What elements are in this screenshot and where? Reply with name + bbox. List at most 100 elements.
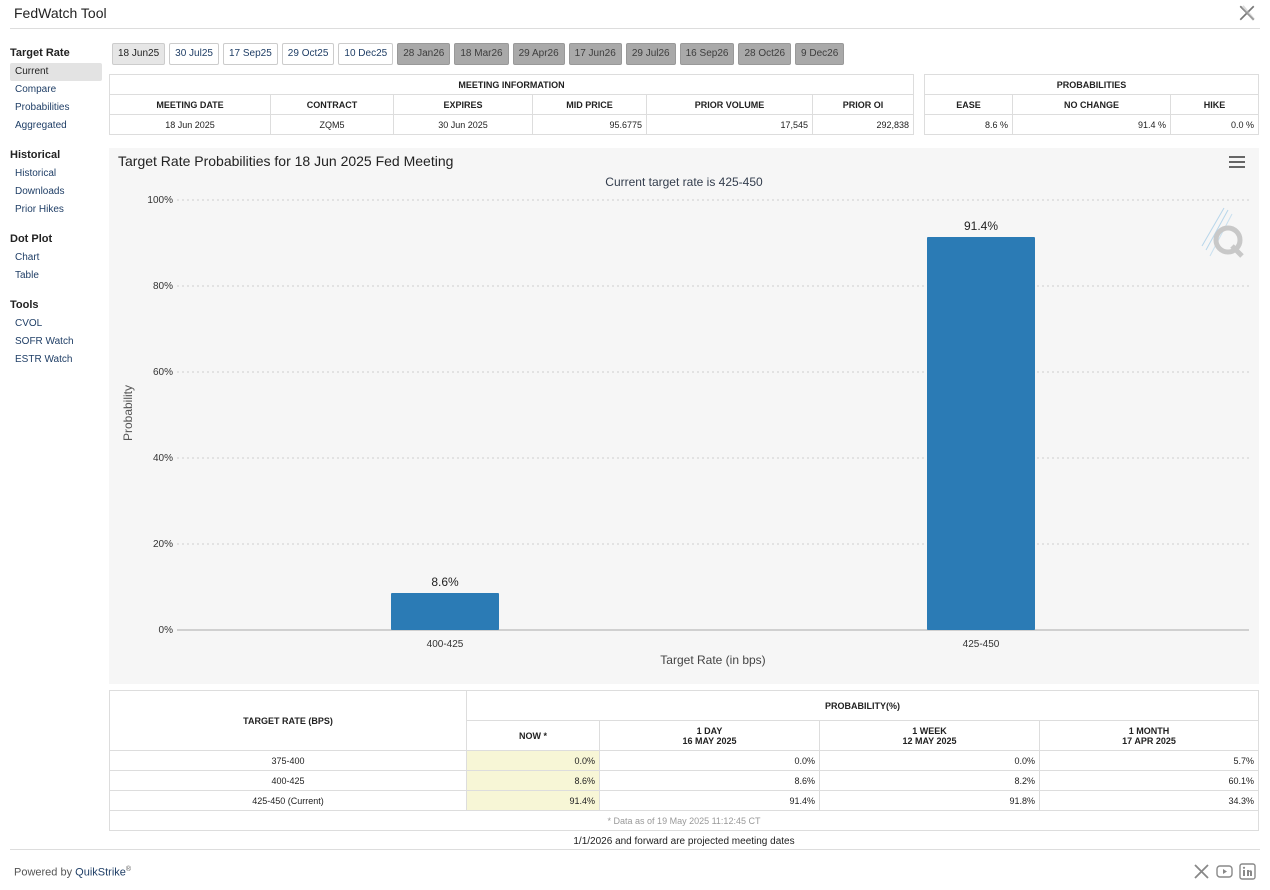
youtube-icon[interactable]	[1216, 863, 1233, 880]
bar	[391, 593, 499, 630]
tab-meeting-projected[interactable]: 9 Dec26	[795, 43, 845, 65]
sidebar-section-historical: Historical	[10, 149, 61, 161]
tab-meeting-projected[interactable]: 16 Sep26	[679, 43, 735, 65]
hamburger-menu-icon[interactable]	[1229, 156, 1245, 170]
table-row: 8.6 % 91.4 % 0.0 %	[924, 114, 1259, 135]
target-rate-header: TARGET RATE (BPS)	[109, 690, 467, 751]
table-row: 425-450 (Current) 91.4% 91.4% 91.8% 34.3…	[109, 790, 1259, 811]
prob-1day-cell: 8.6%	[599, 770, 820, 791]
prob-1week-cell: 91.8%	[819, 790, 1040, 811]
data-label: 8.6%	[431, 575, 459, 589]
x-icon[interactable]	[1193, 863, 1210, 880]
tab-meeting-projected[interactable]: 18 Mar26	[454, 43, 509, 65]
column-header: HIKE	[1170, 94, 1259, 115]
sidebar-item-current[interactable]: Current	[10, 63, 102, 81]
column-header: PRIOR VOLUME	[646, 94, 813, 115]
tab-meeting-projected[interactable]: 28 Jan26	[397, 43, 451, 65]
y-tick-label: 40%	[153, 453, 173, 464]
meeting-date-cell: 18 Jun 2025	[109, 114, 271, 135]
sidebar-section-target-rate: Target Rate	[10, 47, 70, 59]
prior-volume-cell: 17,545	[646, 114, 813, 135]
tab-meeting-projected[interactable]: 17 Jun26	[568, 43, 622, 65]
tab-meeting[interactable]: 30 Jul25	[169, 43, 219, 65]
column-header: NO CHANGE	[1012, 94, 1171, 115]
tab-meeting-projected[interactable]: 29 Jul26	[625, 43, 676, 65]
sidebar-item-historical[interactable]: Historical	[15, 168, 57, 179]
linkedin-icon[interactable]	[1239, 863, 1256, 880]
probabilities-table: PROBABILITIES EASE NO CHANGE HIKE 8.6 % …	[924, 74, 1259, 135]
sidebar-item-sofr-watch[interactable]: SOFR Watch	[15, 336, 74, 347]
sidebar-item-probabilities[interactable]: Probabilities	[15, 102, 70, 113]
sidebar-item-estr-watch[interactable]: ESTR Watch	[15, 354, 73, 365]
table-row: 375-400 0.0% 0.0% 0.0% 5.7%	[109, 750, 1259, 771]
chart-panel: Target Rate Probabilities for 18 Jun 202…	[109, 148, 1259, 684]
x-tick-label: 400-425	[427, 639, 464, 650]
x-logo-icon[interactable]	[1238, 4, 1256, 22]
sidebar-item-chart[interactable]: Chart	[15, 252, 40, 263]
expires-cell: 30 Jun 2025	[393, 114, 533, 135]
column-header: MID PRICE	[532, 94, 647, 115]
rate-probability-table: TARGET RATE (BPS) PROBABILITY(%) NOW * 1…	[109, 690, 1259, 831]
meeting-info-table: MEETING INFORMATION MEETING DATE CONTRAC…	[109, 74, 914, 135]
y-tick-label: 100%	[147, 195, 173, 206]
data-timestamp-note: * Data as of 19 May 2025 11:12:45 CT	[109, 810, 1259, 831]
column-header: EASE	[924, 94, 1013, 115]
column-header-1day: 1 DAY 16 MAY 2025	[599, 720, 820, 751]
table-row: 18 Jun 2025 ZQM5 30 Jun 2025 95.6775 17,…	[109, 114, 914, 135]
prob-1week-cell: 8.2%	[819, 770, 1040, 791]
prob-1day-cell: 91.4%	[599, 790, 820, 811]
prob-1month-cell: 60.1%	[1039, 770, 1259, 791]
sidebar-item-downloads[interactable]: Downloads	[15, 186, 65, 197]
tab-meeting[interactable]: 10 Dec25	[338, 43, 394, 65]
prob-1month-cell: 34.3%	[1039, 790, 1259, 811]
data-label: 91.4%	[964, 219, 998, 233]
y-tick-label: 20%	[153, 539, 173, 550]
hike-cell: 0.0 %	[1170, 114, 1259, 135]
sidebar-item-table[interactable]: Table	[15, 270, 39, 281]
sidebar-section-dot-plot: Dot Plot	[10, 233, 53, 245]
rate-cell: 375-400	[109, 750, 467, 771]
no-change-cell: 91.4 %	[1012, 114, 1171, 135]
powered-by: Powered by QuikStrike®	[14, 866, 131, 879]
y-tick-label: 80%	[153, 281, 173, 292]
tab-meeting[interactable]: 29 Oct25	[281, 43, 335, 65]
ease-cell: 8.6 %	[924, 114, 1013, 135]
tab-meeting-projected[interactable]: 28 Oct26	[738, 43, 792, 65]
bar-chart: 0% 20% 40% 60% 80% 100% 8.6% 400-425 91.4% 425-45…	[121, 195, 1249, 667]
y-tick-label: 0%	[159, 625, 174, 636]
prob-1month-cell: 5.7%	[1039, 750, 1259, 771]
meeting-info-header: MEETING INFORMATION	[109, 74, 914, 95]
mid-price-cell: 95.6775	[532, 114, 647, 135]
tab-meeting-projected[interactable]: 29 Apr26	[512, 43, 565, 65]
prob-now-cell: 8.6%	[466, 770, 600, 791]
table-row: 400-425 8.6% 8.6% 8.2% 60.1%	[109, 770, 1259, 791]
sidebar-item-aggregated[interactable]: Aggregated	[15, 120, 67, 131]
quikstrike-link[interactable]: QuikStrike	[75, 866, 126, 879]
sidebar-item-prior-hikes[interactable]: Prior Hikes	[15, 204, 64, 215]
prior-oi-cell: 292,838	[812, 114, 914, 135]
y-tick-label: 60%	[153, 367, 173, 378]
chart-subtitle: Current target rate is 425-450	[605, 175, 763, 189]
sidebar-section-tools: Tools	[10, 299, 39, 311]
probability-header: PROBABILITY(%)	[466, 690, 1259, 721]
column-header-now: NOW *	[466, 720, 600, 751]
chart-title: Target Rate Probabilities for 18 Jun 202…	[118, 153, 454, 169]
sidebar-item-compare[interactable]: Compare	[15, 84, 57, 95]
contract-cell: ZQM5	[270, 114, 394, 135]
meeting-tabs: 18 Jun25 30 Jul25 17 Sep25 29 Oct25 10 D…	[112, 43, 845, 65]
column-header: MEETING DATE	[109, 94, 271, 115]
column-header-1month: 1 MONTH 17 APR 2025	[1039, 720, 1259, 751]
column-header-1week: 1 WEEK 12 MAY 2025	[819, 720, 1040, 751]
sidebar: Target Rate Current Compare Probabilitie…	[10, 44, 102, 369]
rate-cell: 425-450 (Current)	[109, 790, 467, 811]
x-axis-title: Target Rate (in bps)	[660, 653, 765, 667]
column-header: PRIOR OI	[812, 94, 914, 115]
tab-meeting[interactable]: 17 Sep25	[222, 43, 278, 65]
tab-meeting[interactable]: 18 Jun25	[112, 43, 166, 65]
prob-1week-cell: 0.0%	[819, 750, 1040, 771]
probabilities-header: PROBABILITIES	[924, 74, 1259, 95]
prob-1day-cell: 0.0%	[599, 750, 820, 771]
rate-cell: 400-425	[109, 770, 467, 791]
sidebar-item-cvol[interactable]: CVOL	[15, 318, 43, 329]
column-header: CONTRACT	[270, 94, 394, 115]
